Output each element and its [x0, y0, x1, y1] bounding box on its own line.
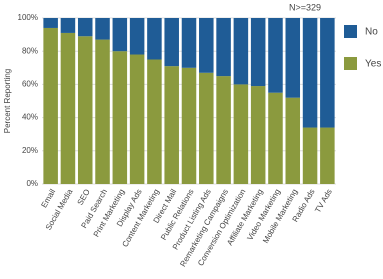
- bar-segment: [129, 54, 145, 184]
- bar-segment: [164, 18, 179, 67]
- bar-segment: [147, 59, 162, 184]
- bar-segment: [43, 18, 58, 28]
- bar-segment: [250, 86, 266, 184]
- bar-segment: [77, 18, 93, 37]
- bar-segment: [216, 76, 231, 184]
- bar-segment: [147, 18, 162, 60]
- bar-segment: [95, 18, 110, 40]
- bar-segment: [320, 127, 335, 184]
- bar-segment: [112, 51, 128, 185]
- y-tick-label: 60%: [22, 80, 38, 89]
- annotation: N>=329: [289, 2, 321, 12]
- y-tick-label: 0%: [26, 179, 38, 188]
- bar-segment: [233, 18, 249, 85]
- y-tick-label: 40%: [22, 113, 38, 122]
- legend-swatch: [344, 57, 357, 70]
- bar-segment: [216, 18, 231, 77]
- x-tick-label: TV Ads: [313, 188, 334, 215]
- x-tick-label: SEO: [76, 188, 92, 207]
- bar-segment: [250, 18, 266, 87]
- bar-segment: [60, 32, 76, 184]
- y-tick-label: 80%: [22, 46, 38, 55]
- y-axis-label: Percent Reporting: [3, 69, 12, 133]
- bar-segment: [164, 66, 179, 184]
- x-tick-label: Email: [39, 187, 57, 209]
- bar-segment: [320, 18, 335, 128]
- bar-segment: [199, 72, 214, 184]
- bar-segment: [199, 18, 214, 73]
- y-tick-label: 20%: [22, 146, 38, 155]
- bar-segment: [268, 18, 283, 93]
- bar-segment: [302, 127, 318, 184]
- bar-segment: [77, 36, 93, 185]
- bar-segment: [60, 18, 76, 33]
- bar-segment: [112, 18, 128, 52]
- bar-segment: [129, 18, 145, 55]
- bar-segment: [181, 67, 197, 184]
- bar-segment: [43, 27, 58, 185]
- bar-segment: [285, 18, 301, 98]
- bar-segment: [233, 84, 249, 184]
- legend-label: No: [365, 27, 378, 38]
- bar-segment: [95, 39, 110, 184]
- bar-segment: [302, 18, 318, 128]
- bar-segment: [285, 97, 301, 184]
- y-tick-label: 100%: [18, 13, 38, 22]
- legend-label: Yes: [365, 59, 381, 70]
- bar-segment: [181, 18, 197, 68]
- bar-segment: [268, 92, 283, 184]
- legend-swatch: [344, 25, 357, 38]
